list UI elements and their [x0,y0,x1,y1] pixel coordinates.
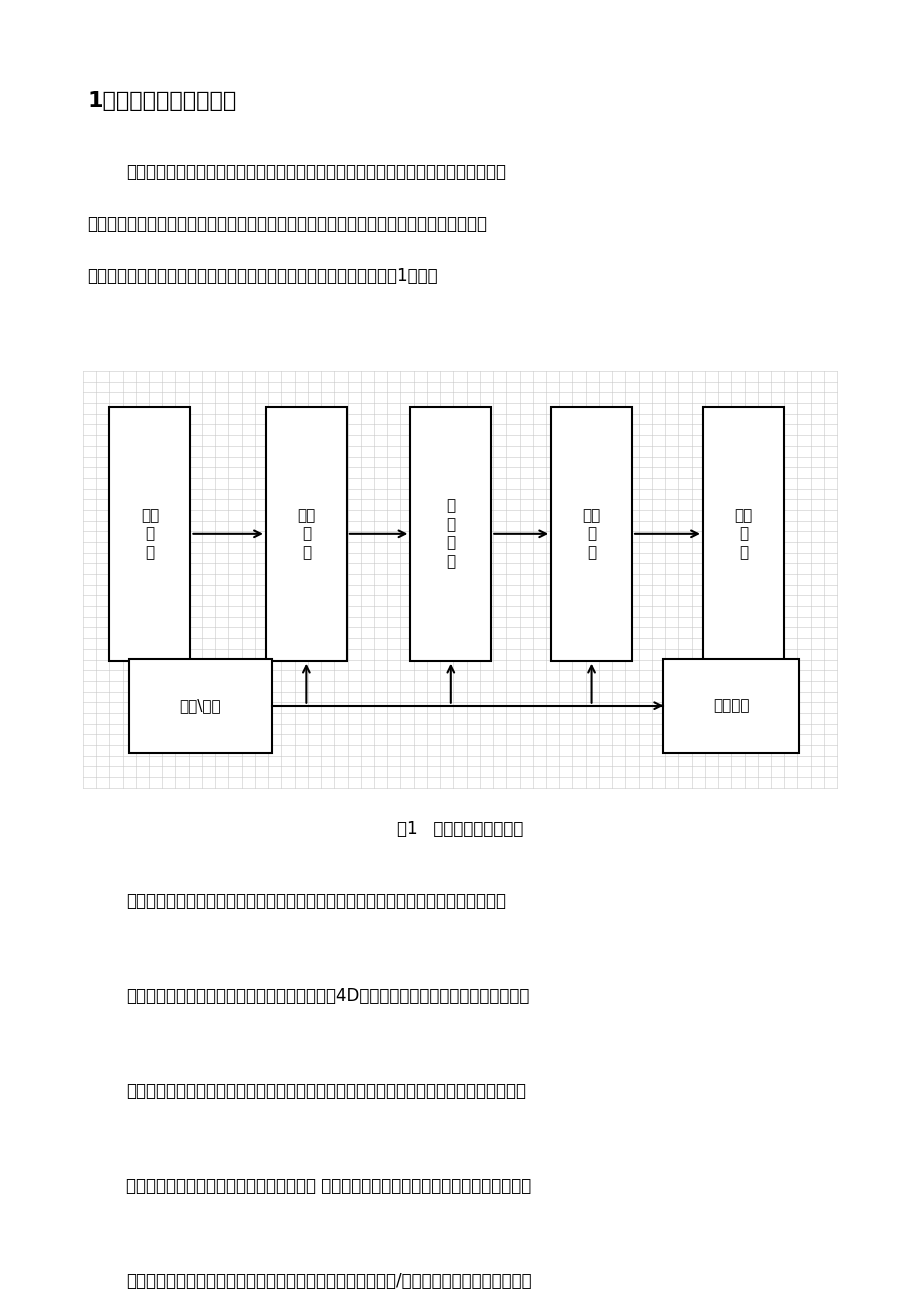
Text: 图1   四路抢答器原理框图: 图1 四路抢答器原理框图 [396,820,523,838]
Text: 编
码
电
路: 编 码 电 路 [446,499,455,569]
Text: 使主持人和观众可以理解已经有选手获得回答问题资格。清零/复位则是主持人操作的按鈕。: 使主持人和观众可以理解已经有选手获得回答问题资格。清零/复位则是主持人操作的按鈕… [126,1272,531,1290]
FancyBboxPatch shape [129,659,272,753]
Text: 在进行智力竞赛抢答比赛时，各参赛选手考虑好后都想抢先答题，为此必须要有一种合: 在进行智力竞赛抢答比赛时，各参赛选手考虑好后都想抢先答题，为此必须要有一种合 [126,163,505,181]
Text: 报警电路: 报警电路 [712,698,749,713]
FancyBboxPatch shape [702,406,783,661]
FancyBboxPatch shape [109,406,190,661]
FancyBboxPatch shape [410,406,491,661]
Text: 其中，直流电源供应后续电路电源用。可以采用三端集成稳压电源，再经滤波提供。触: 其中，直流电源供应后续电路电源用。可以采用三端集成稳压电源，再经滤波提供。触 [126,892,505,910]
Text: 顺利判断抢答先后的设备，这就是智力竞赛抢答器。该抢答器框图如图1所示。: 顺利判断抢答先后的设备，这就是智力竞赛抢答器。该抢答器框图如图1所示。 [87,267,437,285]
FancyBboxPatch shape [550,406,631,661]
FancyBboxPatch shape [663,659,799,753]
Text: 置位信号（抢先）同步要让其他锁存器锁零，则其他选手按鈕操作失效。编码、译码显示：: 置位信号（抢先）同步要让其他锁存器锁零，则其他选手按鈕操作失效。编码、译码显示： [126,1082,526,1100]
Text: 灵零\复位: 灵零\复位 [179,698,221,713]
Text: 适的设备，使主持人和观众理解哪位选手获得了抢答权。为了使比赛顺利进行，需要一种能: 适的设备，使主持人和观众理解哪位选手获得了抢答权。为了使比赛顺利进行，需要一种能 [87,215,487,233]
Text: 1，总体方案与原理阐明: 1，总体方案与原理阐明 [87,91,236,111]
Text: 显示锁存器中已抢先的选手编号。抢警电路 一旦锁存器中有选手争得抢答权，可发出声音。: 显示锁存器中已抢先的选手编号。抢警电路 一旦锁存器中有选手争得抢答权，可发出声音… [126,1177,530,1195]
Text: 发电路：给选手提供抢答的操作，用按鈕操作的4D锁存器实现，锁存器中一旦某一种得到: 发电路：给选手提供抢答的操作，用按鈕操作的4D锁存器实现，锁存器中一旦某一种得到 [126,987,528,1005]
Text: 直流
电
源: 直流 电 源 [141,508,159,560]
Text: 触发
电
路: 触发 电 路 [297,508,315,560]
Text: 译码
电
路: 译码 电 路 [582,508,600,560]
FancyBboxPatch shape [266,406,346,661]
Text: 数码
显
示: 数码 显 示 [733,508,752,560]
